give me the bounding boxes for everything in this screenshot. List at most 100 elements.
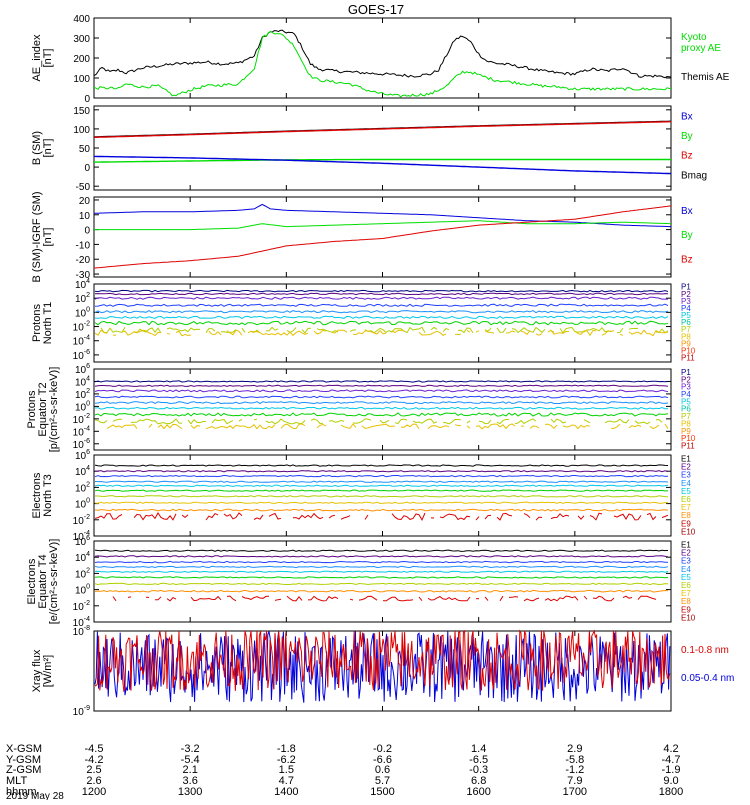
series-line-e10 [365,515,368,520]
xaxis-tick-value: 1800 [659,786,683,798]
y-tick-label: 104 [75,375,90,388]
series-line-p8 [287,328,296,333]
y-tick-label: -20 [76,255,91,266]
series-line-p4 [95,396,668,398]
series-line-p8 [584,420,590,423]
series-line-p9 [467,330,470,332]
series-line-e9 [623,596,632,598]
y-tick-base: 10 [75,500,87,511]
series-line-p8 [317,329,338,333]
y-tick-base: 10 [75,553,87,564]
y-tick-base: 10 [73,415,85,426]
y-tick-exponent: -4 [84,335,90,342]
series-line-e10 [551,514,569,519]
y-tick-exponent: -4 [84,616,90,623]
series-line-p8 [95,420,107,423]
series-line-p8 [212,420,233,424]
series-line-p9 [650,425,659,429]
series-line-p8 [551,419,566,423]
series-line-p9 [563,425,590,429]
y-tick-label: -10 [76,240,91,251]
series-line-e7 [95,496,668,497]
series-line-e9 [191,597,221,601]
y-tick-base: 10 [75,537,87,548]
series-line-p8 [113,419,122,421]
series-line-p8 [413,419,437,423]
y-tick-label: 104 [75,278,90,291]
legend-entry: E10 [681,613,696,622]
series-line-p8 [479,420,491,423]
y-tick-label: 10-4 [73,425,90,438]
y-tick-exponent: -2 [84,321,90,328]
panel-frame [94,455,671,536]
y-tick-label: 100 [73,74,90,85]
series-line-p9 [95,330,107,335]
panel-ae [94,18,671,98]
y-tick-label: 100 [75,400,90,413]
y-tick-base: 10 [75,365,87,376]
series-line-e9 [428,597,470,601]
y-tick-label: 400 [73,14,90,25]
y-tick-base: 10 [75,390,87,401]
legend-entry: Themis AE [681,72,730,83]
y-tick-label: 10-8 [73,625,90,638]
xaxis-tick-value: 1200 [82,786,106,798]
series-line-p9 [317,425,326,428]
series-line-e9 [509,597,518,598]
series-line-e10 [182,515,188,518]
panel-frame [94,197,671,277]
y-tick-label: 100 [75,584,90,597]
y-tick-exponent: 4 [86,465,90,472]
y-tick-label: 200 [73,54,90,65]
y-tick-label: 100 [75,306,90,319]
y-tick-label: 10 [79,211,91,222]
series-line-p9 [281,424,305,429]
series-line-e9 [350,599,353,600]
series-line-e10 [254,515,263,520]
series-line-e10 [269,514,281,520]
y-tick-exponent: 0 [86,584,90,591]
series-line-e9 [308,596,338,601]
panel-bigrf [94,197,671,277]
series-line-themis-ae [94,30,671,78]
series-line-p8 [254,419,257,420]
xaxis-tick-value: 1700 [563,786,587,798]
series-line-p8 [380,420,389,423]
series-line-p8 [458,328,473,333]
series-line-p9 [455,425,461,426]
series-line-e9 [638,596,656,600]
series-line-e10 [590,513,602,520]
series-line-e9 [584,596,587,599]
legend-entry: 0.1-0.8 nm [681,645,729,656]
y-tick-base: 10 [75,377,87,388]
series-line-e10 [206,514,218,520]
series-line-p8 [266,419,305,424]
series-line-p9 [665,424,668,429]
xaxis-tick-value: 1500 [370,786,394,798]
y-tick-exponent: -4 [84,425,90,432]
series-line-p1 [95,290,668,291]
y-tick-label: 10-2 [73,600,90,613]
series-line-p9 [353,331,386,335]
series-line-e10 [497,513,512,520]
y-tick-label: 10-2 [73,413,90,426]
series-line-p8 [629,328,638,329]
series-line-p8 [167,328,200,332]
series-line-e10 [647,513,656,519]
series-line-e9 [500,596,503,601]
y-tick-label: 0 [84,163,90,174]
y-tick-exponent: -6 [84,438,90,445]
series-line-p9 [476,331,479,333]
y-tick-base: 10 [73,516,85,527]
series-line-p9 [206,425,275,429]
y-tick-label: 104 [75,551,90,564]
legend-entry: Bz [681,254,693,265]
y-tick-label: 102 [75,567,90,580]
xaxis-tick-value: 1600 [466,786,490,798]
y-tick-label: 100 [75,498,90,511]
series-line-p9 [506,331,515,333]
series-line-p9 [191,425,200,428]
panel-bsm [94,106,671,190]
series-line-e10 [329,515,335,518]
series-line-p8 [605,419,629,423]
